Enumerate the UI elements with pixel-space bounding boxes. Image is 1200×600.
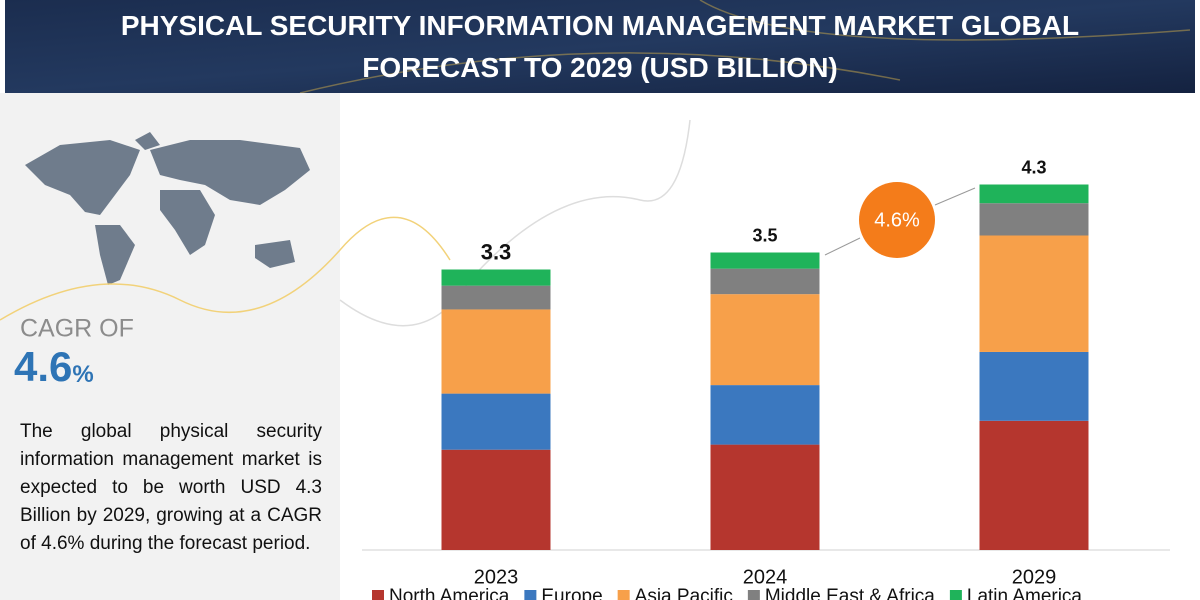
legend-label: Europe xyxy=(541,586,602,600)
chart-title: PHYSICAL SECURITY INFORMATION MANAGEMENT… xyxy=(120,9,1080,83)
bar-segment xyxy=(710,444,820,550)
bar-segment xyxy=(979,420,1089,550)
legend-swatch xyxy=(617,590,630,600)
bar-segment xyxy=(441,309,551,394)
bar-segment xyxy=(710,294,820,386)
header-decoration xyxy=(299,0,1191,94)
legend-label: Asia Pacific xyxy=(635,586,733,600)
bar-segment xyxy=(710,385,820,445)
legend-swatch xyxy=(949,590,962,600)
x-tick-label: 2024 xyxy=(743,566,788,588)
bar-segment xyxy=(710,252,820,269)
legend-label: Middle East & Africa xyxy=(765,586,935,600)
bar-segment xyxy=(441,285,551,310)
legend-swatch xyxy=(524,590,537,600)
total-label: 3.3 xyxy=(481,239,512,264)
cagr-label: CAGR OF xyxy=(20,315,134,343)
cagr-bubble-label: 4.6% xyxy=(874,209,920,231)
growth-arrow xyxy=(934,187,976,206)
growth-arrow xyxy=(824,237,861,256)
bar-segment xyxy=(979,351,1089,421)
bar-segment xyxy=(441,449,551,550)
legend-label: North America xyxy=(389,586,510,600)
decorative-curve xyxy=(339,119,691,327)
cagr-value: 4.6% xyxy=(14,343,94,390)
world-map xyxy=(25,132,310,285)
header-band xyxy=(5,0,1195,93)
legend-swatch xyxy=(747,590,760,600)
cagr-number: 4.6 xyxy=(14,343,72,390)
legend-label: Latin America xyxy=(967,586,1083,600)
bar-segment xyxy=(979,203,1089,236)
x-tick-label: 2029 xyxy=(1012,566,1057,588)
bar-segment xyxy=(979,184,1089,204)
total-label: 3.5 xyxy=(752,225,777,245)
cagr-bubble xyxy=(859,182,935,258)
bar-segment xyxy=(710,268,820,295)
legend-swatch xyxy=(372,590,384,600)
cagr-unit: % xyxy=(72,361,93,388)
bar-segment xyxy=(979,235,1089,352)
total-label: 4.3 xyxy=(1021,157,1046,177)
x-tick-label: 2023 xyxy=(474,566,519,588)
bar-segment xyxy=(441,393,551,450)
description: The global physical security information… xyxy=(20,421,322,554)
decorative-curve xyxy=(0,216,451,321)
bar-segment xyxy=(441,269,551,286)
